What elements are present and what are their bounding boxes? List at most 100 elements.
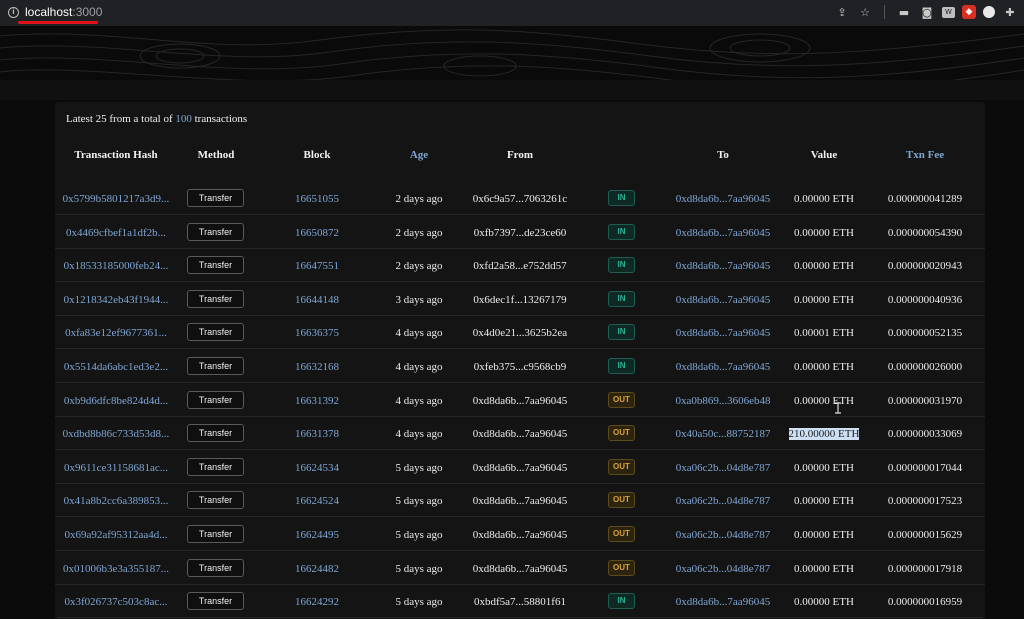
transaction-hash-link[interactable]: 0x5799b5801217a3d9...: [62, 193, 170, 205]
value-text: 0.00000 ETH: [794, 562, 854, 575]
method-transfer-button[interactable]: Transfer: [187, 592, 244, 611]
transaction-hash-link[interactable]: 0x01006b3e3a355187...: [62, 562, 169, 575]
method-transfer-button[interactable]: Transfer: [187, 390, 244, 409]
block-link[interactable]: 16651055: [295, 193, 339, 205]
to-address-link[interactable]: 0xd8da6b...7aa96045: [675, 226, 771, 239]
block-link[interactable]: 16636375: [295, 327, 339, 340]
topographic-banner: [0, 26, 1024, 80]
value-text: 0.00000 ETH: [794, 260, 854, 273]
block-link[interactable]: 16650872: [295, 226, 339, 239]
transaction-hash-link[interactable]: 0x4469cfbef1a1df2b...: [66, 226, 166, 239]
method-transfer-button[interactable]: Transfer: [187, 189, 244, 207]
extension-red-icon[interactable]: ◆: [962, 5, 976, 19]
to-address-link[interactable]: 0xd8da6b...7aa96045: [675, 193, 771, 205]
extension-chat-icon[interactable]: ▬: [898, 5, 910, 19]
to-address-link[interactable]: 0xd8da6b...7aa96045: [675, 327, 771, 340]
transaction-hash-link[interactable]: 0x9611ce31158681ac...: [64, 461, 168, 474]
to-address-link[interactable]: 0xa06c2b...04d8e787: [675, 461, 771, 474]
url-host: localhost: [25, 5, 73, 19]
table-row: 0x3f026737c503c8ac... Transfer 16624292 5 d…: [55, 585, 985, 619]
block-link[interactable]: 16624292: [295, 596, 339, 609]
direction-badge: IN: [608, 190, 635, 206]
address-bar[interactable]: localhost:3000: [25, 5, 102, 19]
to-address-link[interactable]: 0xa06c2b...04d8e787: [675, 529, 771, 541]
table-row: 0x4469cfbef1a1df2b... Transfer 16650872 2 d…: [55, 216, 985, 249]
block-link[interactable]: 16624534: [295, 461, 339, 474]
header-transaction-hash: Transaction Hash: [74, 149, 158, 161]
table-row: 0x01006b3e3a355187... Transfer 16624482 5 d…: [55, 552, 985, 585]
age-text: 5 days ago: [395, 461, 443, 474]
value-text: 0.00000 ETH: [794, 596, 854, 609]
value-text: 0.00000 ETH: [794, 394, 854, 407]
table-row: 0x41a8b2cc6a389853... Transfer 16624524 5 d…: [55, 484, 985, 518]
page-spacer: [0, 80, 1024, 100]
extension-camera-icon[interactable]: ◙: [921, 5, 933, 19]
txn-fee-text: 0.000000017523: [887, 495, 963, 508]
to-address-link[interactable]: 0xa0b869...3606eb48: [675, 394, 771, 407]
direction-badge: IN: [608, 257, 635, 274]
age-text: 2 days ago: [395, 193, 443, 205]
age-text: 2 days ago: [395, 260, 443, 273]
transaction-hash-link[interactable]: 0xb9d6dfc8be824d4d...: [63, 394, 169, 407]
block-link[interactable]: 16624482: [295, 562, 339, 575]
block-link[interactable]: 16624524: [295, 495, 339, 508]
value-text: 0.00000 ETH: [794, 226, 854, 239]
header-txn-fee[interactable]: Txn Fee: [905, 149, 945, 161]
transaction-hash-link[interactable]: 0x69a92af95312aa4d...: [64, 529, 168, 541]
summary-total[interactable]: 100: [175, 113, 192, 125]
block-link[interactable]: 16631378: [295, 428, 339, 441]
method-transfer-button[interactable]: Transfer: [187, 558, 244, 577]
method-transfer-button[interactable]: Transfer: [187, 424, 244, 443]
age-text: 5 days ago: [395, 529, 443, 541]
transaction-hash-link[interactable]: 0x18533185000feb24...: [63, 260, 169, 273]
transaction-hash-link[interactable]: 0xdbd8b86c733d53d8...: [62, 428, 170, 441]
to-address-link[interactable]: 0xd8da6b...7aa96045: [675, 361, 771, 373]
transaction-hash-link[interactable]: 0x41a8b2cc6a389853...: [63, 495, 169, 508]
txn-fee-text: 0.000000026000: [887, 361, 963, 373]
block-link[interactable]: 16647551: [295, 260, 339, 273]
share-icon[interactable]: ⇪: [837, 5, 847, 19]
extensions-puzzle-icon[interactable]: ✚: [1005, 5, 1015, 19]
txn-fee-text: 0.000000016959: [887, 596, 963, 609]
from-address: 0xfd2a58...e752dd57: [473, 260, 567, 273]
block-link[interactable]: 16624495: [295, 529, 339, 541]
txn-fee-text: 0.000000017044: [887, 461, 963, 474]
from-address: 0x6c9a57...7063261c: [472, 193, 568, 205]
to-address-link[interactable]: 0xd8da6b...7aa96045: [675, 596, 771, 609]
age-text: 4 days ago: [395, 327, 443, 340]
age-text: 3 days ago: [395, 293, 443, 306]
to-address-link[interactable]: 0xd8da6b...7aa96045: [675, 260, 771, 273]
age-text: 4 days ago: [395, 394, 443, 407]
header-age[interactable]: Age: [409, 149, 429, 161]
to-address-link[interactable]: 0xa06c2b...04d8e787: [675, 562, 771, 575]
method-transfer-button[interactable]: Transfer: [187, 525, 244, 543]
value-text: 0.00000 ETH: [794, 495, 854, 508]
direction-badge: OUT: [608, 425, 635, 442]
method-transfer-button[interactable]: Transfer: [187, 289, 244, 308]
site-info-icon[interactable]: i: [8, 7, 19, 18]
direction-badge: OUT: [608, 458, 635, 475]
to-address-link[interactable]: 0x40a50c...88752187: [675, 428, 771, 441]
method-transfer-button[interactable]: Transfer: [187, 256, 244, 275]
transaction-hash-link[interactable]: 0x1218342eb43f1944...: [63, 293, 169, 306]
transaction-hash-link[interactable]: 0x3f026737c503c8ac...: [64, 596, 168, 609]
to-address-link[interactable]: 0xd8da6b...7aa96045: [675, 293, 771, 306]
method-transfer-button[interactable]: Transfer: [187, 222, 244, 241]
transaction-hash-link[interactable]: 0xfa83e12ef9677361...: [65, 327, 167, 340]
profile-avatar-icon[interactable]: [983, 6, 995, 18]
to-address-link[interactable]: 0xa06c2b...04d8e787: [675, 495, 771, 508]
block-link[interactable]: 16631392: [295, 394, 339, 407]
method-transfer-button[interactable]: Transfer: [187, 457, 244, 476]
block-link[interactable]: 16644148: [295, 293, 339, 306]
method-transfer-button[interactable]: Transfer: [187, 357, 244, 375]
age-text: 5 days ago: [395, 562, 443, 575]
transaction-hash-link[interactable]: 0x5514da6abc1ed3e2...: [63, 361, 169, 373]
transactions-summary: Latest 25 from a total of 100 transactio…: [66, 113, 247, 125]
block-link[interactable]: 16632168: [295, 361, 339, 373]
header-value: Value: [810, 149, 838, 161]
bookmark-star-icon[interactable]: ☆: [860, 5, 870, 19]
extension-word-icon[interactable]: W: [942, 6, 955, 18]
txn-fee-text: 0.000000054390: [887, 226, 963, 239]
method-transfer-button[interactable]: Transfer: [187, 491, 244, 510]
method-transfer-button[interactable]: Transfer: [187, 323, 244, 342]
